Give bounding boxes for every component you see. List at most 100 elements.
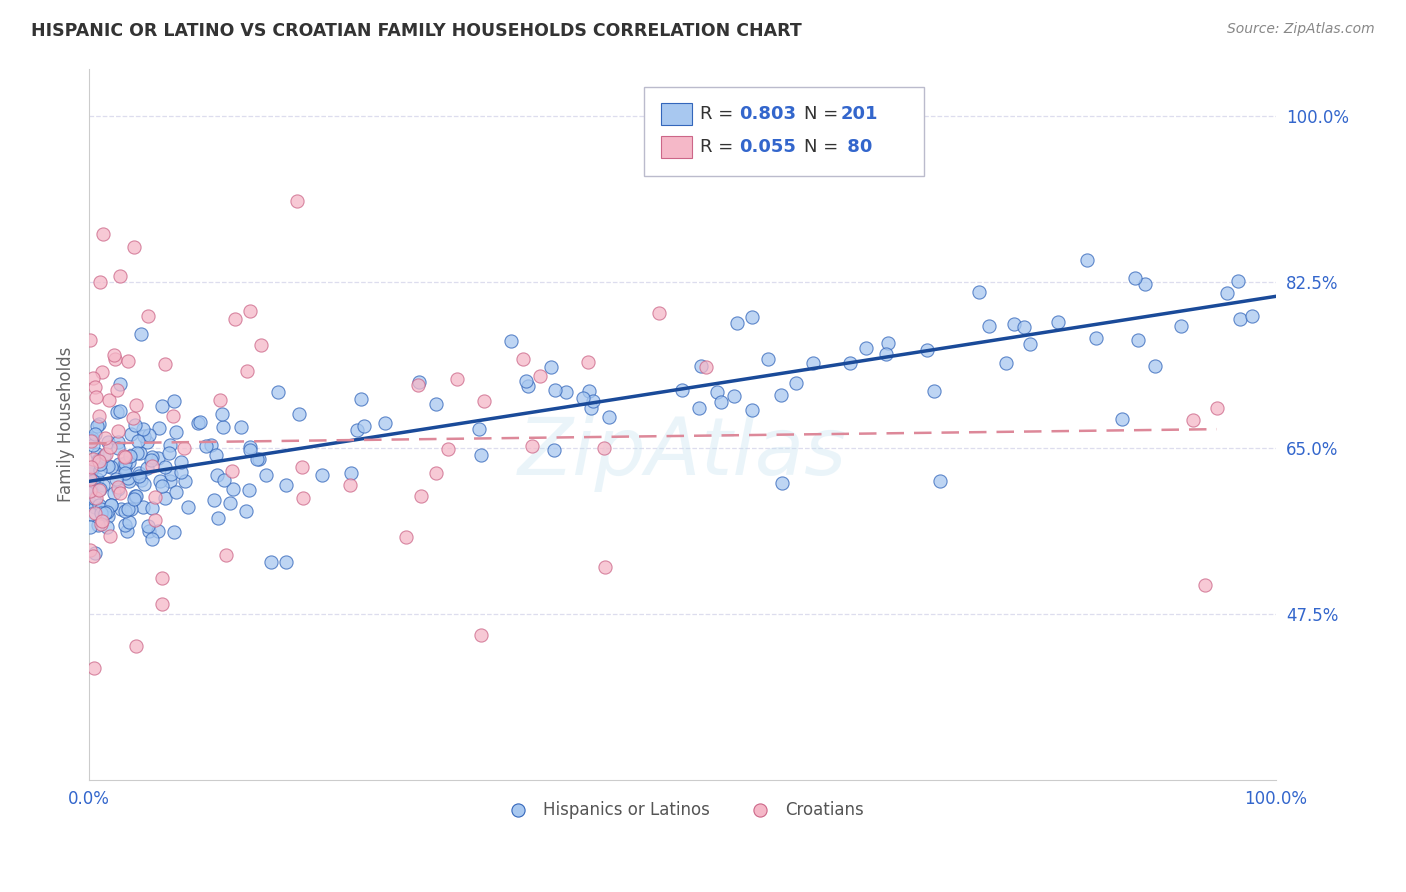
Point xyxy=(741,310,763,325)
Point xyxy=(287,407,309,421)
Point xyxy=(118,515,141,529)
Point xyxy=(688,401,710,415)
Point xyxy=(79,473,101,487)
Point xyxy=(100,459,122,474)
Point xyxy=(153,459,176,474)
Point xyxy=(124,489,146,503)
Text: 80: 80 xyxy=(841,138,872,156)
Point xyxy=(163,525,186,540)
Point xyxy=(598,409,620,424)
Point xyxy=(204,448,226,462)
Point xyxy=(86,418,108,433)
Point xyxy=(114,466,136,480)
Point xyxy=(91,364,114,378)
Point xyxy=(1133,277,1156,292)
Point xyxy=(928,474,950,488)
Point xyxy=(114,517,136,532)
Legend: Hispanics or Latinos, Croatians: Hispanics or Latinos, Croatians xyxy=(495,794,870,825)
Point xyxy=(1170,318,1192,333)
Text: N =: N = xyxy=(804,138,844,156)
Point xyxy=(107,482,129,496)
Point xyxy=(104,352,127,367)
Point xyxy=(470,628,492,642)
Point xyxy=(114,504,136,518)
Text: N =: N = xyxy=(804,105,844,123)
Point xyxy=(90,517,112,532)
Point xyxy=(96,508,118,523)
Point xyxy=(136,519,159,533)
Point xyxy=(86,453,108,467)
Point xyxy=(1046,315,1069,329)
Point xyxy=(977,319,1000,334)
Point xyxy=(470,448,492,462)
Point xyxy=(576,355,599,369)
Point xyxy=(374,416,396,430)
Point xyxy=(141,501,163,516)
Text: Source: ZipAtlas.com: Source: ZipAtlas.com xyxy=(1227,22,1375,37)
Point xyxy=(128,446,150,460)
Point xyxy=(143,490,166,504)
Point xyxy=(311,468,333,483)
Point xyxy=(446,372,468,386)
Point xyxy=(107,457,129,471)
Point xyxy=(159,438,181,452)
Point xyxy=(408,376,430,390)
Point xyxy=(1194,578,1216,592)
Point xyxy=(163,393,186,408)
Point xyxy=(254,467,277,482)
Point xyxy=(350,392,373,406)
Point xyxy=(141,532,163,546)
Point xyxy=(117,471,139,485)
Point xyxy=(212,473,235,487)
Point xyxy=(82,431,104,445)
Point xyxy=(121,427,143,442)
Point xyxy=(94,507,117,521)
Point xyxy=(346,423,368,437)
Point xyxy=(1019,337,1042,351)
Point xyxy=(1123,271,1146,285)
Point xyxy=(79,472,101,486)
Point xyxy=(425,467,447,481)
Point xyxy=(87,518,110,533)
Point xyxy=(756,351,779,366)
Point xyxy=(291,459,314,474)
Text: R =: R = xyxy=(700,138,740,156)
Point xyxy=(98,440,121,454)
Point xyxy=(224,311,246,326)
Point xyxy=(150,597,173,611)
Point xyxy=(235,504,257,518)
Point xyxy=(1002,317,1025,331)
Point xyxy=(86,447,108,461)
Point xyxy=(221,463,243,477)
Point xyxy=(125,399,148,413)
Point xyxy=(125,489,148,503)
Point xyxy=(648,306,671,320)
Point xyxy=(104,472,127,486)
Point xyxy=(176,500,198,515)
Point xyxy=(79,464,101,478)
Point xyxy=(207,467,229,482)
Point xyxy=(395,530,418,544)
Point xyxy=(84,491,107,506)
Point xyxy=(246,452,269,467)
Point xyxy=(165,485,187,500)
Point xyxy=(544,384,567,398)
Point xyxy=(79,542,101,557)
Point xyxy=(89,482,111,496)
Point xyxy=(118,450,141,464)
Point xyxy=(710,394,733,409)
Point xyxy=(260,555,283,569)
Point xyxy=(134,477,156,491)
Point xyxy=(120,502,142,516)
Point xyxy=(128,466,150,480)
Text: HISPANIC OR LATINO VS CROATIAN FAMILY HOUSEHOLDS CORRELATION CHART: HISPANIC OR LATINO VS CROATIAN FAMILY HO… xyxy=(31,22,801,40)
Point xyxy=(276,555,298,569)
Point xyxy=(593,441,616,455)
Point xyxy=(90,506,112,520)
Point xyxy=(87,499,110,513)
Point xyxy=(128,469,150,483)
Point xyxy=(411,489,433,503)
Point xyxy=(1076,252,1098,267)
Point xyxy=(222,482,245,496)
Point xyxy=(1012,319,1035,334)
